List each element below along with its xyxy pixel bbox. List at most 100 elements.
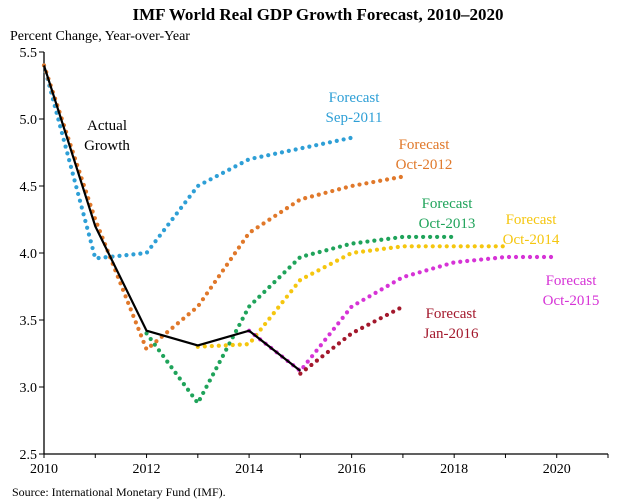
series-dot — [81, 212, 86, 217]
series-dot — [243, 310, 249, 315]
series-dot — [67, 158, 72, 163]
series-label-forecast-oct-2015: Forecast — [546, 273, 598, 289]
series-dot — [252, 299, 257, 304]
series-dot — [414, 234, 419, 240]
series-dot — [365, 239, 370, 244]
series-dot — [314, 143, 319, 148]
series-dot — [61, 137, 66, 142]
y-tick-label: 2.5 — [20, 448, 38, 463]
series-dot — [541, 254, 547, 260]
series-dot — [258, 327, 263, 332]
series-dot — [96, 255, 101, 261]
series-dot — [385, 283, 390, 288]
series-dot — [364, 181, 369, 186]
series-dot — [388, 245, 393, 250]
series-forecast-oct-2013 — [144, 234, 454, 404]
series-dot — [262, 289, 267, 294]
series-label-forecast-oct-2015: Oct-2015 — [543, 293, 600, 309]
series-dot — [156, 348, 162, 353]
series-dot — [217, 359, 222, 365]
series-dot — [373, 290, 378, 295]
series-dot — [233, 164, 238, 169]
series-dot — [360, 249, 366, 254]
series-dot — [430, 244, 435, 249]
series-dot — [327, 140, 333, 145]
series-label-forecast-jan-2016: Jan-2016 — [424, 326, 479, 342]
series-dot — [492, 256, 498, 261]
x-tick-label: 2016 — [338, 462, 366, 477]
series-dot — [374, 247, 380, 252]
series-dot — [451, 244, 456, 249]
series-dot — [181, 316, 186, 321]
series-dot — [360, 325, 365, 331]
series-dot — [431, 266, 436, 271]
series-forecast-oct-2015 — [246, 254, 554, 372]
series-dot — [77, 198, 83, 203]
series-dot — [220, 353, 226, 358]
series-dot — [144, 346, 149, 351]
series-dot — [465, 258, 470, 264]
series-dot — [267, 217, 272, 222]
series-forecast-oct-2012 — [41, 63, 403, 351]
series-dot — [237, 322, 242, 328]
series-dot — [214, 173, 219, 179]
series-dot — [520, 254, 526, 260]
series-dot — [472, 244, 477, 249]
series-dot — [442, 234, 447, 240]
series-dot — [310, 271, 315, 276]
series-dot — [303, 253, 309, 258]
series-dot — [527, 254, 533, 260]
series-dot — [357, 182, 362, 187]
y-axis-label: Percent Change, Year-over-Year — [10, 29, 190, 44]
series-dot — [314, 348, 319, 353]
series-dot — [255, 225, 260, 230]
y-tick-label: 5.5 — [20, 46, 38, 61]
series-dot — [123, 294, 128, 299]
series-dot — [287, 265, 292, 270]
series-dot — [347, 332, 353, 337]
series-dot — [534, 254, 540, 260]
series-dot — [170, 325, 175, 330]
series-dot — [344, 242, 349, 248]
series-dot — [372, 319, 377, 324]
series-dot — [310, 354, 315, 359]
series-dot — [196, 302, 202, 308]
series-dot — [334, 138, 339, 143]
series-dot — [277, 275, 282, 280]
series-dot — [194, 398, 199, 404]
series-dot — [103, 255, 108, 260]
series-dot — [136, 326, 141, 331]
series-dot — [216, 274, 222, 279]
series-dot — [174, 211, 179, 216]
y-tick-label: 3.0 — [20, 381, 38, 396]
series-dot — [323, 190, 328, 195]
y-tick-label: 4.5 — [20, 180, 38, 195]
series-dot — [336, 321, 341, 326]
series-dot — [347, 252, 352, 257]
series-dot — [186, 312, 191, 317]
series-label-forecast-sep-2011: Forecast — [329, 90, 381, 106]
y-tick-label: 4.0 — [20, 247, 38, 262]
series-dot — [154, 339, 159, 344]
series-dot — [191, 307, 197, 312]
series-dot — [548, 254, 554, 260]
series-dot — [366, 322, 371, 327]
series-dot — [355, 301, 360, 306]
x-tick-label: 2018 — [440, 462, 468, 477]
series-dot — [228, 256, 234, 262]
series-dot — [68, 164, 74, 169]
series-dot — [204, 384, 209, 389]
series-dot — [423, 244, 428, 249]
series-dot — [183, 200, 188, 205]
series-dot — [305, 359, 310, 364]
series-dot — [261, 221, 266, 226]
y-tick-label: 5.0 — [20, 113, 38, 128]
series-dot — [257, 294, 262, 299]
series-dot — [144, 331, 149, 336]
series-label-actual-growth: Actual — [87, 118, 127, 134]
series-dot — [293, 147, 298, 152]
series-dot — [337, 244, 343, 249]
series-dot — [398, 174, 403, 180]
series-label-forecast-oct-2014: Forecast — [506, 212, 558, 228]
series-dot — [224, 347, 229, 352]
